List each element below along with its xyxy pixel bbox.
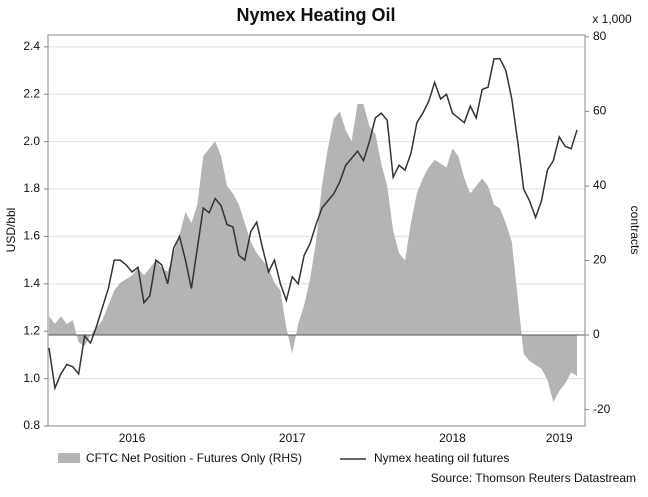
plot-area	[48, 46, 585, 427]
x-tick-label: 2017	[279, 431, 306, 445]
y-tick-label: 0.8	[23, 418, 40, 432]
y2-tick-label: 40	[593, 178, 607, 192]
x-tick-label: 2016	[119, 431, 146, 445]
line	[48, 57, 578, 391]
y2-tick-label: 20	[593, 253, 607, 267]
y2-axis-label: contracts	[628, 206, 642, 255]
source-note: Source: Thomson Reuters Datastream	[431, 471, 636, 485]
plot-frame	[47, 34, 586, 427]
area	[49, 103, 578, 403]
x-tick-label: 2018	[439, 431, 466, 445]
y-tick-label: 1.6	[23, 229, 40, 243]
y-tick-label: 1.2	[23, 323, 40, 337]
x-tick-label: 2019	[546, 431, 573, 445]
y2-tick-label: 0	[593, 327, 600, 341]
y2-tick-label: 60	[593, 104, 607, 118]
y2-unit: x 1,000	[592, 12, 632, 26]
y-tick-label: 1.4	[23, 276, 40, 290]
y-tick-label: 1.8	[23, 181, 40, 195]
y-axis-label: USD/bbl	[4, 208, 18, 253]
y-tick-label: 2.0	[23, 134, 40, 148]
y-tick-label: 1.0	[23, 371, 40, 385]
chart-title: Nymex Heating Oil	[236, 5, 395, 25]
y-tick-label: 2.2	[23, 86, 40, 100]
y2-tick-label: 80	[593, 29, 607, 43]
y2-tick-label: -20	[593, 402, 611, 416]
legend-label: Nymex heating oil futures	[374, 451, 509, 465]
y-tick-label: 2.4	[23, 39, 40, 53]
legend-swatch-area	[58, 453, 80, 463]
legend-label: CFTC Net Position - Futures Only (RHS)	[86, 451, 302, 465]
